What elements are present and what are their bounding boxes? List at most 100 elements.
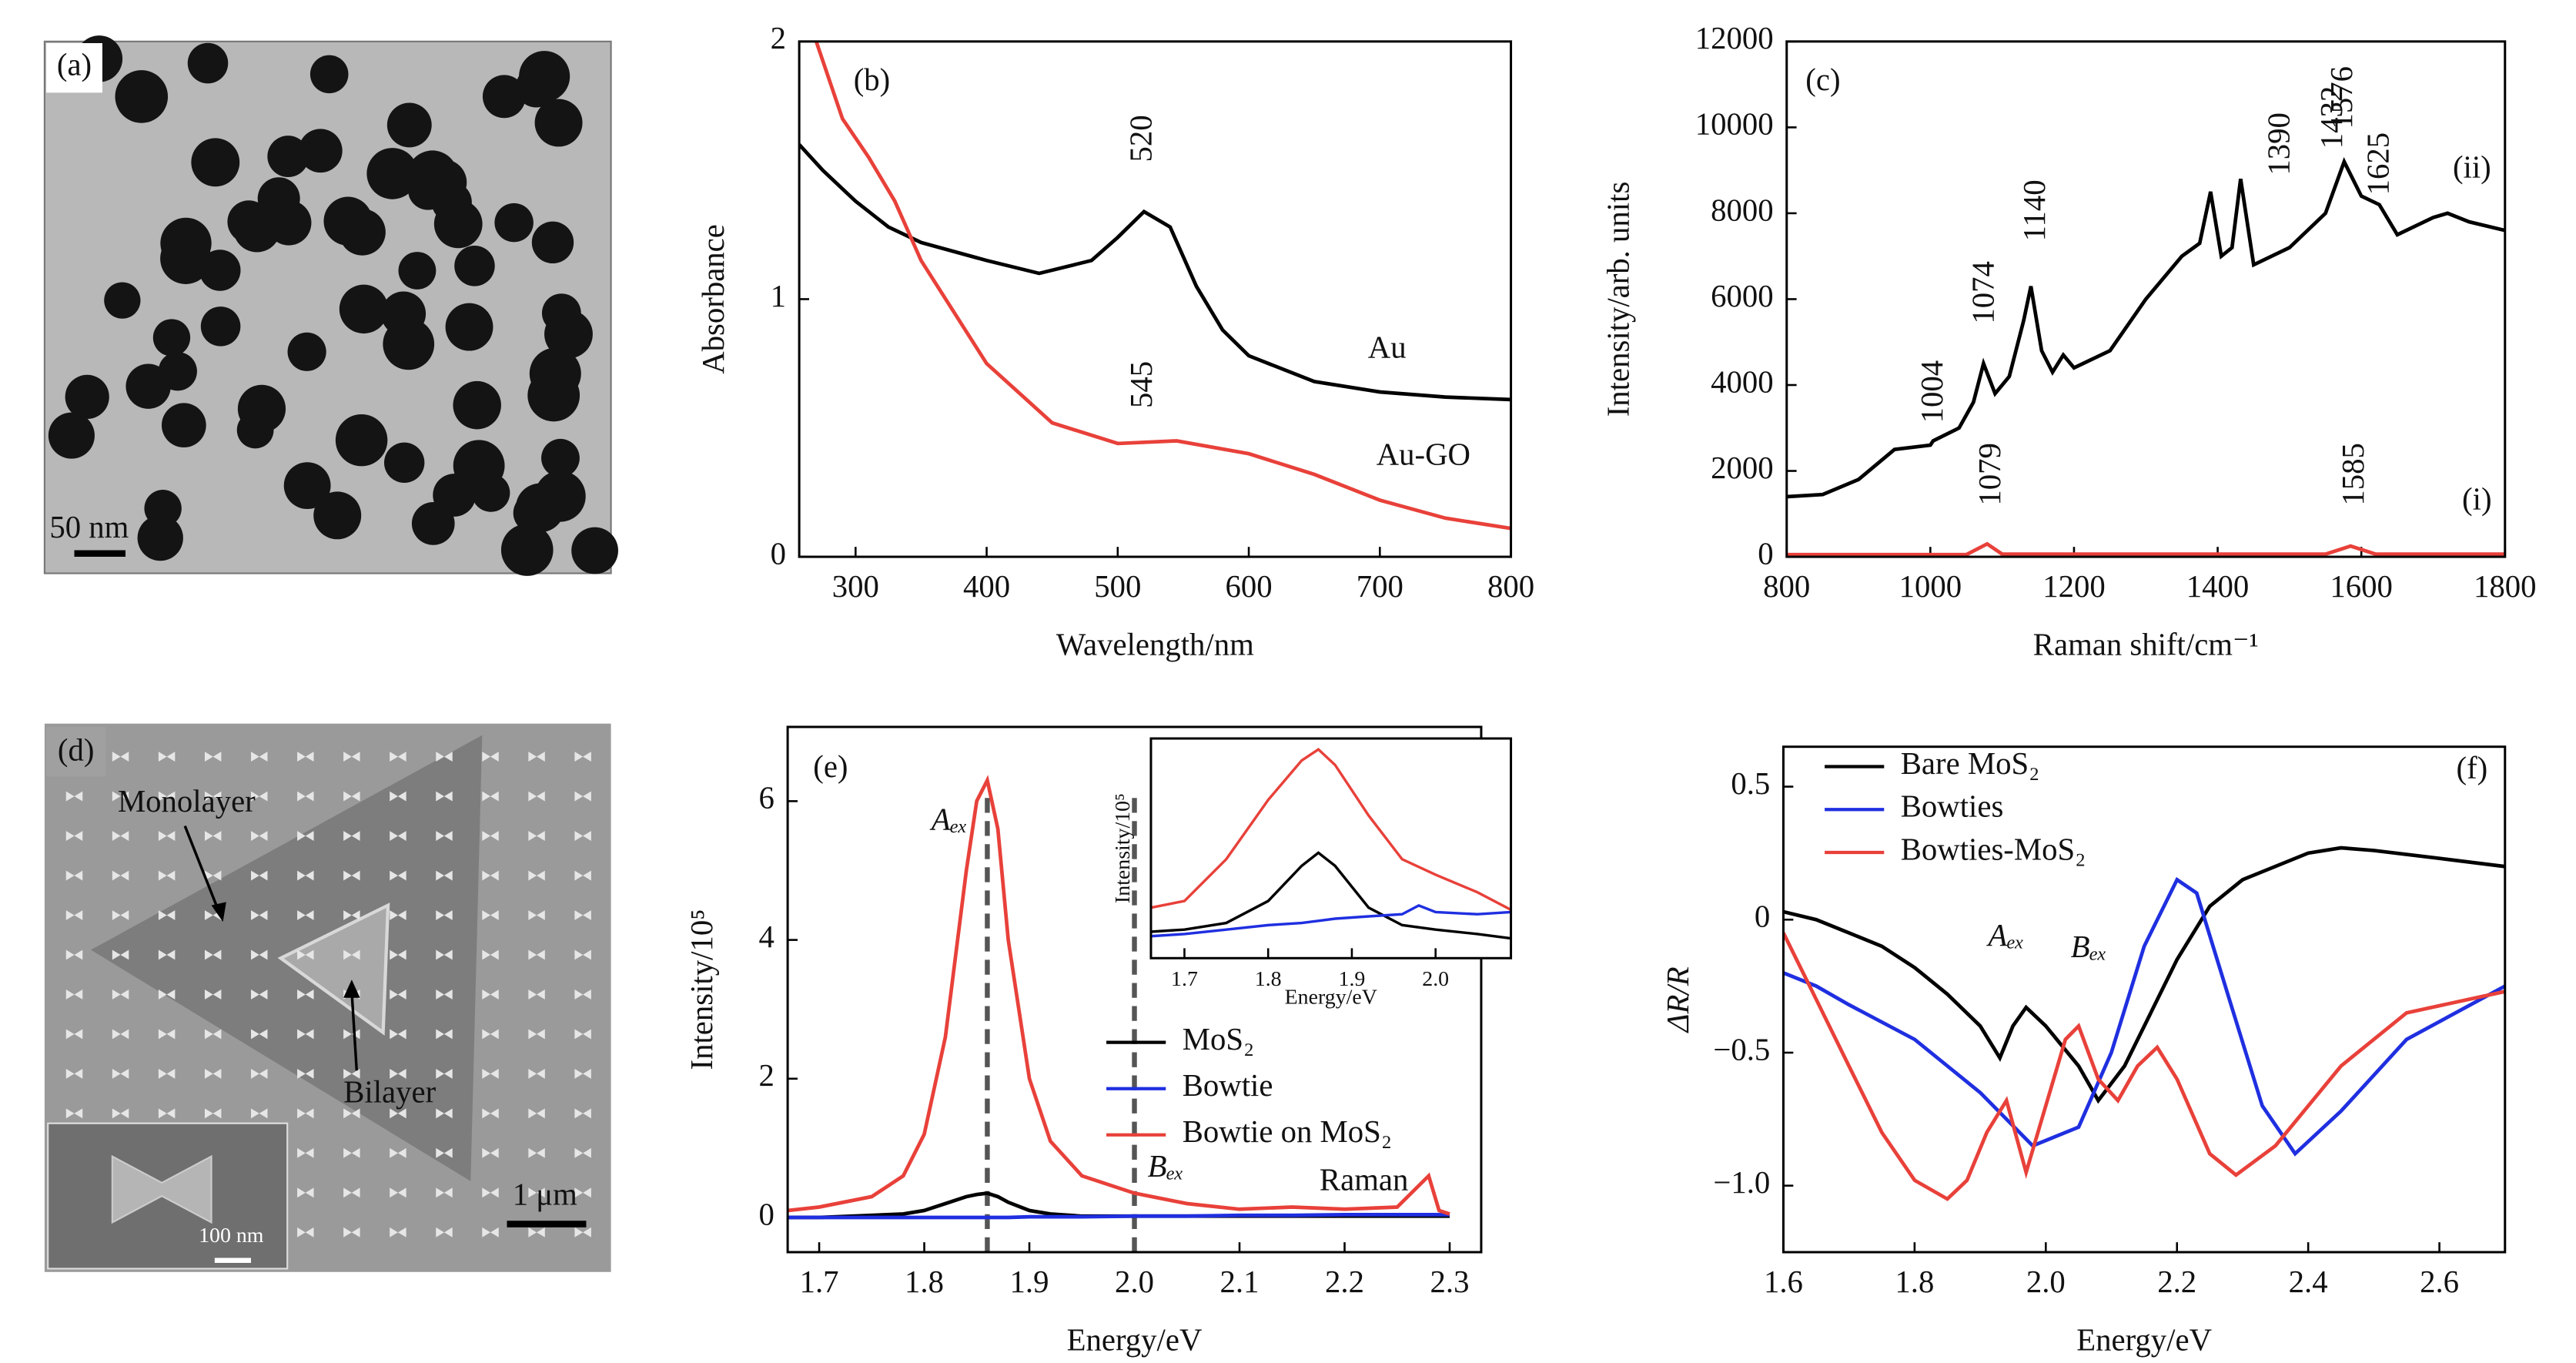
bowtie xyxy=(251,831,268,841)
x-axis-label: Wavelength/nm xyxy=(1056,628,1254,662)
bowtie xyxy=(343,752,360,762)
series-line xyxy=(1150,851,1511,940)
nanoparticle xyxy=(366,148,419,199)
axes-frame xyxy=(798,40,1513,558)
annotation: Raman xyxy=(1320,1162,1408,1197)
nanoparticle xyxy=(267,136,309,178)
annotation: 1625 xyxy=(2360,132,2395,195)
bowtie xyxy=(297,791,314,802)
bowtie xyxy=(390,1227,406,1237)
bowtie xyxy=(528,831,545,841)
bowtie xyxy=(574,831,591,841)
y-tick-label: −1.0 xyxy=(1713,1165,1770,1200)
bowtie xyxy=(390,1108,406,1119)
bowtie xyxy=(390,752,406,762)
bowtie xyxy=(65,1108,83,1119)
bowtie xyxy=(65,1029,83,1040)
x-tick-label: 2.0 xyxy=(2026,1264,2066,1299)
x-axis-label: Energy/eV xyxy=(1067,1323,1203,1358)
y-tick-label: 6 xyxy=(759,781,774,815)
legend-label: Bowties-MoS₂ xyxy=(1901,832,2086,866)
y-tick-label: 8000 xyxy=(1711,193,1773,227)
x-axis-label: Energy/eV xyxy=(1285,986,1377,1010)
nanoparticle xyxy=(161,403,206,448)
y-tick-label: 4 xyxy=(759,919,774,954)
bowtie xyxy=(574,1147,591,1158)
bowtie xyxy=(251,949,268,960)
bowtie xyxy=(251,752,268,762)
annotation: 1576 xyxy=(2324,66,2359,129)
arrow xyxy=(350,991,359,1071)
bowtie xyxy=(390,949,406,960)
series-line xyxy=(1786,157,2505,499)
bowtie xyxy=(528,949,545,960)
series-line xyxy=(1783,932,2505,1201)
series-line xyxy=(814,41,1511,531)
nanoparticle xyxy=(541,438,580,477)
bowtie xyxy=(574,791,591,802)
nanoparticle xyxy=(339,284,389,334)
x-tick-label: 2.0 xyxy=(1115,1264,1154,1299)
y-axis-label: ΔR/R xyxy=(1661,966,1695,1033)
x-axis-label: Raman shift/cm⁻¹ xyxy=(2033,628,2259,662)
axes-frame xyxy=(1781,745,2507,1254)
panel-label: (c) xyxy=(1805,62,1840,97)
bowtie xyxy=(436,831,453,841)
inset-background xyxy=(1150,738,1511,959)
x-tick-label: 1000 xyxy=(1899,569,1962,604)
x-tick-label: 700 xyxy=(1357,569,1403,604)
x-tick-label: 800 xyxy=(1763,569,1810,604)
bowtie xyxy=(574,1029,591,1040)
series-line xyxy=(1150,903,1511,938)
annotation: 1432 xyxy=(2314,86,2349,149)
x-tick-label: 600 xyxy=(1226,569,1273,604)
x-tick-label: 1.8 xyxy=(1255,967,1282,991)
nanoparticle xyxy=(65,374,109,419)
x-tick-label: 2.4 xyxy=(2289,1264,2328,1299)
bowtie xyxy=(436,949,453,960)
x-tick-label: 1600 xyxy=(2330,569,2392,604)
annotation: 1079 xyxy=(1972,443,2007,505)
bowtie xyxy=(297,752,314,762)
bowtie xyxy=(528,752,545,762)
nanoparticle xyxy=(298,129,343,173)
bowtie xyxy=(528,1029,545,1040)
nanoparticle xyxy=(335,414,388,467)
panel-label: (d) xyxy=(58,733,95,768)
legend-label: MoS₂ xyxy=(1183,1022,1254,1057)
y-axis-label: Intensity/arb. units xyxy=(1601,182,1636,417)
x-tick-label: 2.2 xyxy=(1325,1264,1364,1299)
nanoparticle xyxy=(431,182,472,223)
nanoparticle xyxy=(187,42,229,84)
series-line xyxy=(1786,541,2505,557)
y-tick-label: 0 xyxy=(1755,899,1770,934)
x-tick-label: 1.7 xyxy=(1171,967,1198,991)
bowtie xyxy=(65,791,83,802)
x-tick-label: 1.6 xyxy=(1764,1264,1803,1299)
nanoparticle xyxy=(494,203,534,243)
bowtie xyxy=(482,752,499,762)
nanoparticle xyxy=(137,515,183,561)
x-tick-label: 1400 xyxy=(2186,569,2249,604)
nanoparticle xyxy=(531,221,574,264)
y-tick-label: 0 xyxy=(1758,536,1773,571)
nanoparticle xyxy=(534,99,583,147)
x-tick-label: 1.8 xyxy=(1895,1264,1934,1299)
y-axis-label: Intensity/10⁵ xyxy=(1111,793,1135,903)
bowtie xyxy=(574,949,591,960)
axes-frame xyxy=(1149,737,1513,959)
x-tick-label: 1.9 xyxy=(1010,1264,1049,1299)
axes-frame xyxy=(786,725,1483,1254)
bowtie xyxy=(65,831,83,841)
micrograph-a: (a) 50 nm xyxy=(43,35,618,576)
nanoparticle xyxy=(309,55,349,94)
inset-scale-label: 100 nm xyxy=(199,1224,264,1247)
x-tick-label: 500 xyxy=(1094,569,1141,604)
bowtie xyxy=(528,1227,545,1237)
bowtie xyxy=(297,831,314,841)
bowtie xyxy=(482,1029,499,1040)
nanoparticle xyxy=(313,491,362,540)
nanoparticle xyxy=(104,282,141,319)
